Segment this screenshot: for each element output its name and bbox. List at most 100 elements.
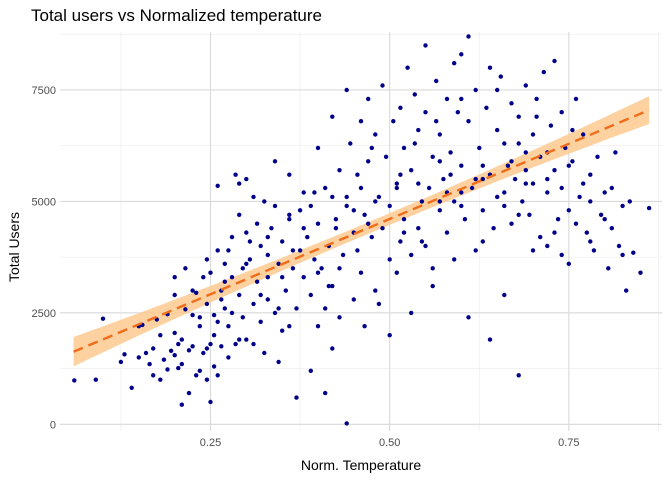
data-point <box>430 266 435 271</box>
data-point <box>631 250 636 255</box>
data-point <box>416 226 421 231</box>
data-point <box>401 217 407 222</box>
data-point <box>487 337 493 342</box>
data-point <box>412 92 417 97</box>
data-point <box>609 185 614 191</box>
data-point <box>211 312 217 318</box>
data-point <box>330 114 335 119</box>
data-point <box>326 283 331 289</box>
data-point <box>473 176 478 182</box>
data-point <box>437 208 442 213</box>
data-point <box>624 288 629 293</box>
data-point <box>219 297 224 302</box>
data-point <box>437 159 442 164</box>
data-point <box>430 283 435 289</box>
data-point <box>272 310 278 316</box>
data-point <box>283 288 288 293</box>
data-point <box>598 212 604 217</box>
data-point <box>122 352 127 357</box>
data-point <box>244 261 249 266</box>
data-point <box>455 110 460 115</box>
data-point <box>523 168 528 173</box>
data-point <box>351 208 356 213</box>
data-point <box>416 181 421 186</box>
data-point <box>226 248 231 253</box>
data-point <box>412 141 417 146</box>
data-point <box>459 52 464 57</box>
data-point <box>197 324 202 329</box>
data-point <box>211 364 217 369</box>
data-point <box>548 123 554 128</box>
data-point <box>423 43 428 48</box>
data-point <box>495 194 500 200</box>
data-point <box>172 292 177 298</box>
data-point <box>280 328 285 333</box>
data-point <box>179 402 184 407</box>
data-point <box>595 154 600 159</box>
data-point <box>452 257 457 262</box>
data-point <box>315 324 321 329</box>
data-point <box>409 252 414 258</box>
data-point <box>168 348 174 353</box>
data-point <box>254 221 260 226</box>
data-point <box>215 183 220 188</box>
y-tick-label: 2500 <box>32 308 56 320</box>
data-point <box>419 199 425 204</box>
data-point <box>358 185 364 191</box>
data-point <box>366 159 371 164</box>
data-point <box>344 87 349 93</box>
data-point <box>229 275 235 280</box>
data-point <box>129 385 134 390</box>
data-point <box>566 261 571 266</box>
data-point <box>480 163 485 168</box>
data-point <box>272 203 278 209</box>
data-point <box>297 248 303 253</box>
data-point <box>516 212 521 217</box>
data-point <box>151 373 156 378</box>
data-point <box>222 279 227 284</box>
data-point <box>176 365 181 371</box>
data-point <box>351 297 356 302</box>
data-point <box>369 234 374 240</box>
data-point <box>616 243 622 249</box>
data-point <box>165 367 170 372</box>
data-point <box>237 212 242 217</box>
data-point <box>373 288 378 293</box>
x-tick-label: 0.50 <box>379 437 400 449</box>
data-point <box>194 373 199 378</box>
data-point <box>480 176 485 182</box>
data-point <box>172 330 177 336</box>
data-point <box>337 315 342 320</box>
y-tick-label: 7500 <box>32 85 56 97</box>
data-point <box>373 132 378 137</box>
data-point <box>444 230 450 235</box>
data-point <box>559 252 564 258</box>
data-point <box>591 248 597 253</box>
data-point <box>358 119 364 124</box>
data-point <box>480 208 485 213</box>
data-point <box>204 346 210 351</box>
data-point <box>358 270 364 275</box>
data-point <box>265 297 270 302</box>
data-point <box>502 203 507 209</box>
data-point <box>459 203 464 209</box>
data-point <box>269 226 274 231</box>
data-point <box>545 243 550 249</box>
data-point <box>627 199 632 204</box>
data-point <box>480 239 485 244</box>
data-point <box>509 101 514 106</box>
data-point <box>93 377 99 382</box>
data-point <box>523 150 528 155</box>
data-point <box>387 333 392 338</box>
data-point <box>176 341 181 347</box>
data-point <box>229 310 235 316</box>
data-point <box>158 333 163 338</box>
data-point <box>387 203 392 209</box>
data-point <box>337 266 342 271</box>
data-point <box>552 58 557 64</box>
data-point <box>172 353 177 358</box>
data-point <box>308 292 313 298</box>
data-point <box>376 301 382 307</box>
data-point <box>566 163 571 168</box>
